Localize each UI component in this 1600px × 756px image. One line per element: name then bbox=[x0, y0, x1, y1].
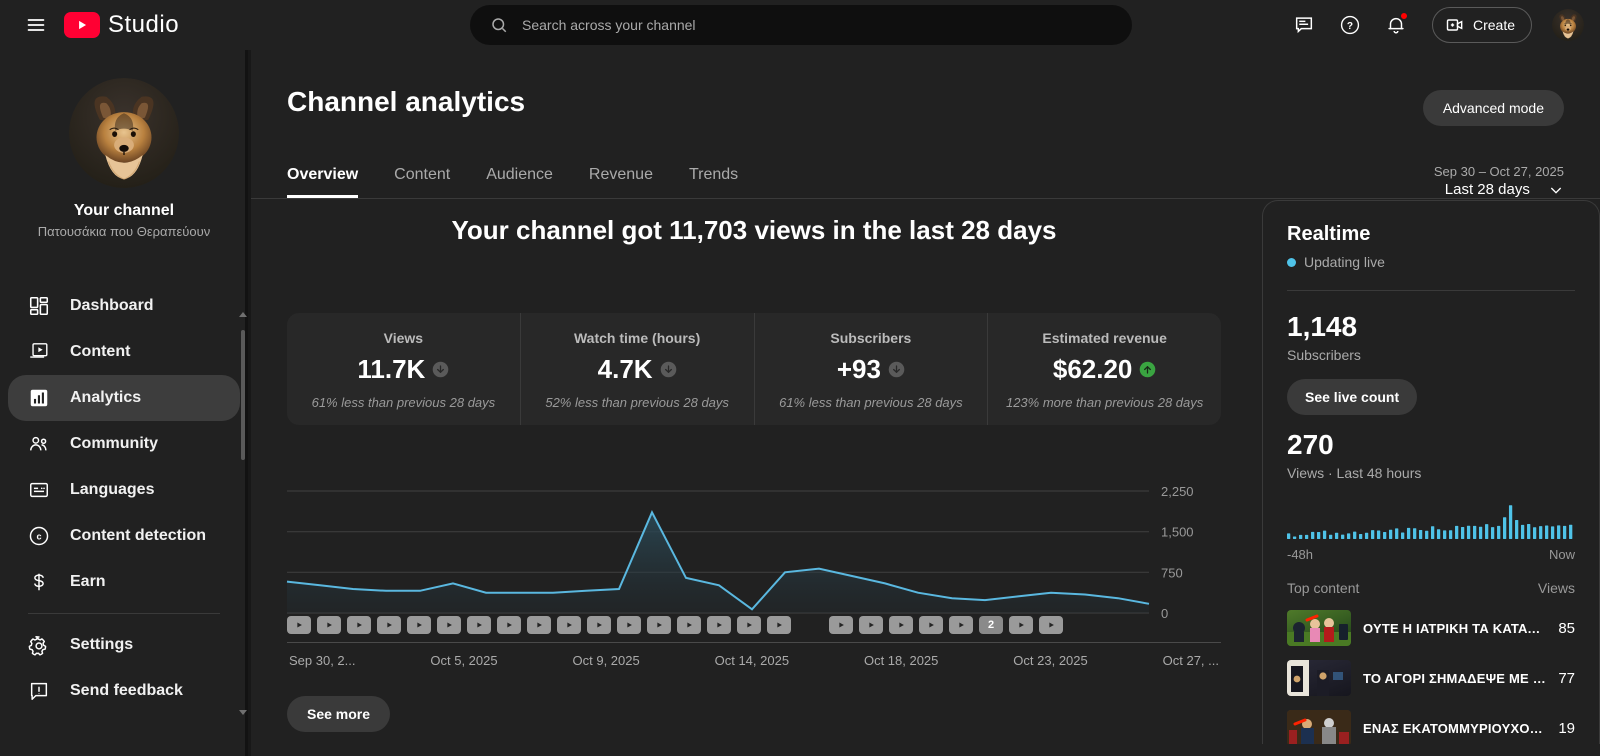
svg-text:c: c bbox=[36, 532, 41, 542]
svg-text:?: ? bbox=[1347, 21, 1353, 32]
svg-text:1,500: 1,500 bbox=[1161, 525, 1194, 540]
svg-text:750: 750 bbox=[1161, 565, 1183, 580]
svg-text:2,250: 2,250 bbox=[1161, 484, 1194, 499]
